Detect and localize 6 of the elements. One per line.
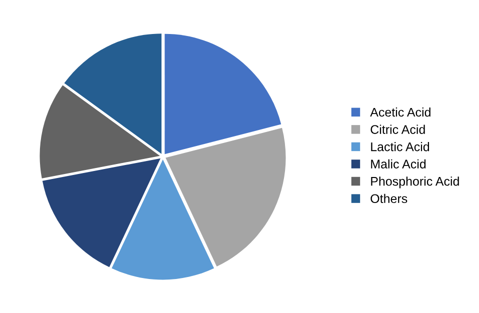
- legend-label: Others: [370, 194, 408, 204]
- legend-label: Citric Acid: [370, 124, 425, 134]
- legend-label: Malic Acid: [371, 159, 426, 168]
- legend-label: Phosphoric Acid: [371, 176, 459, 188]
- legend-label: Lactic Acid: [371, 142, 430, 152]
- legend-label: Acetic Acid: [370, 107, 430, 117]
